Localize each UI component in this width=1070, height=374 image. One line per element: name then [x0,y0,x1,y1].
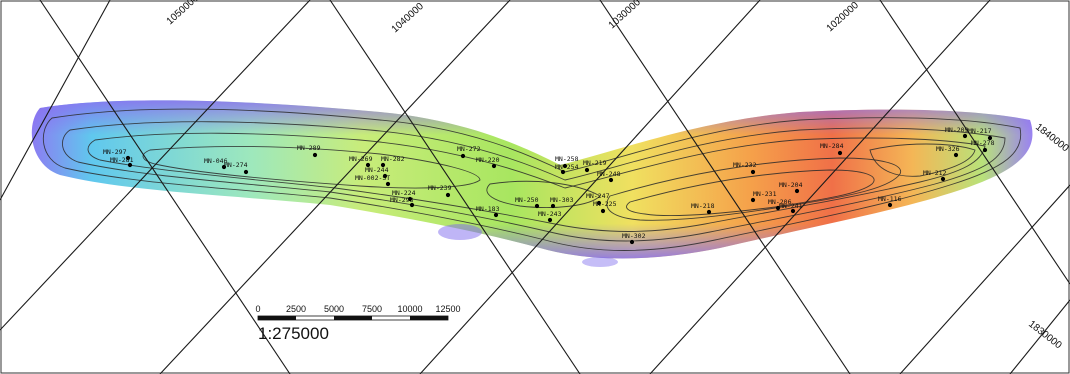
scale-tick-2500: 2500 [286,304,306,314]
coord-label-1050000: 1050000 [165,0,202,27]
scale-ratio-label: 1:275000 [258,324,329,343]
well-marker [560,169,566,175]
well-label: MN-293 [390,196,414,204]
well-marker [491,163,497,169]
well-marker [794,188,800,194]
well-label: MN-218 [691,202,715,210]
well-label: MN-302 [622,232,646,240]
well-marker [127,162,133,168]
well-label: MN-303 [550,196,574,204]
well-marker [385,181,391,187]
anticline-body [31,100,1033,267]
well-marker [243,169,249,175]
well-marker [562,163,568,169]
well-label: MN-209 [945,126,969,134]
well-marker [409,202,415,208]
well-marker [550,203,556,209]
well-label: MN-272 [457,145,481,153]
well-marker [953,152,959,158]
well-marker [382,173,388,179]
well-label: MN-002-ST [355,174,390,182]
well-label: MN-278 [971,139,995,147]
well-label: MN-254 [555,163,579,171]
well-marker [380,162,386,168]
scale-tick-5000: 5000 [324,304,344,314]
well-label: MN-217 [968,127,992,135]
well-marker [365,162,371,168]
well-marker [750,169,756,175]
well-marker [600,208,606,214]
well-marker [940,176,946,182]
well-marker [790,208,796,214]
well-marker [493,212,499,218]
well-label: MN-258 [555,155,579,163]
well-label: MN-269 [349,155,373,163]
well-marker [608,177,614,183]
scale-tick-7500: 7500 [362,304,382,314]
well-marker [547,217,553,223]
well-label: MN-046 [204,157,228,165]
well-marker [584,167,590,173]
coord-label-1840000: 1840000 [1033,122,1070,155]
well-label: MN-244 [365,166,389,174]
well-label: MN-248 [597,170,621,178]
well-label: MN-220 [476,156,500,164]
well-marker [445,192,451,198]
coord-label-1030000: 1030000 [607,0,644,31]
well-label: MN-284 [820,142,844,150]
well-label: MN-274 [224,161,248,169]
well-marker [312,152,318,158]
well-marker [887,202,893,208]
well-label: MN-282 [381,155,405,163]
well-label: MN-225 [593,200,617,208]
well-label: MN-204 [779,181,803,189]
coord-label-1020000: 1020000 [825,0,862,34]
well-label: MN-239 [428,184,452,192]
well-label: MN-232 [733,161,757,169]
well-marker [962,133,968,139]
scale-bar: 0 2500 5000 7500 10000 12500 1:275000 [255,304,460,343]
well-label: MN-116 [878,195,902,203]
well-label: MN-247 [586,192,610,200]
well-label: MN-289 [297,144,321,152]
well-label: MN-212 [923,169,947,177]
well-label: MN-183 [476,205,500,213]
well-label: MN-231 [753,190,777,198]
scale-tick-10000: 10000 [397,304,422,314]
well-label: MN-250 [515,196,539,204]
well-label: MN-206 [768,198,792,206]
well-label: MN-219 [583,159,607,167]
well-label: MN-241 [779,202,803,210]
well-marker [125,155,131,161]
coord-label-1040000: 1040000 [390,1,427,36]
scale-tick-0: 0 [255,304,260,314]
well-label: MN-326 [936,145,960,153]
well-marker [987,135,993,141]
well-marker [982,147,988,153]
well-label: MN-224 [392,189,416,197]
well-marker [596,200,602,206]
well-label: MN-243 [538,210,562,218]
well-marker [706,209,712,215]
well-marker [750,197,756,203]
well-label: MN-297 [103,148,127,156]
well-label: MN-281 [110,156,134,164]
well-marker [534,203,540,209]
well-marker [221,164,227,170]
well-marker [837,150,843,156]
scale-tick-12500: 12500 [435,304,460,314]
well-marker [460,153,466,159]
well-marker [629,239,635,245]
well-marker [775,205,781,211]
well-marker [407,196,413,202]
